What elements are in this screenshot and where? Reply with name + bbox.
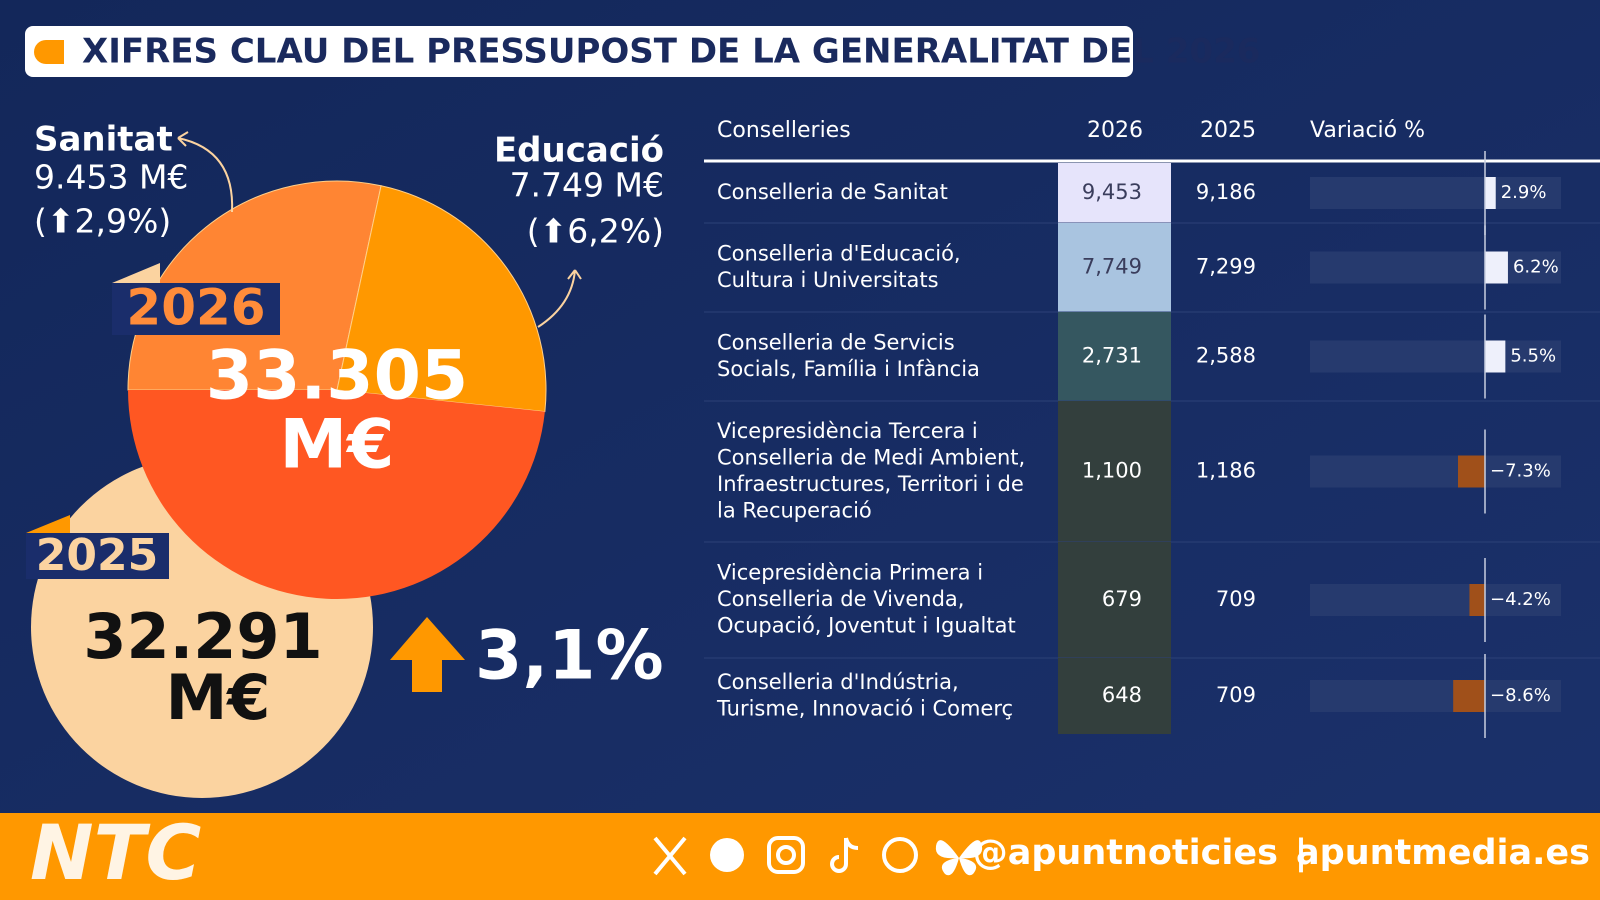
- value-2026: 2,731: [1082, 344, 1142, 368]
- value-2025: 2,588: [1196, 344, 1256, 368]
- unit-2026: M€: [280, 406, 395, 485]
- row-name: Conselleria de Medi Ambient,: [717, 445, 1025, 469]
- callout-arrow: [177, 131, 234, 213]
- row-name: Socials, Família i Infància: [717, 357, 980, 381]
- badge-fold: [112, 263, 160, 283]
- bar-track: [1310, 251, 1561, 284]
- variation-label: 6.2%: [1513, 257, 1559, 278]
- callout-arrow: [537, 269, 582, 328]
- variation-bar: [1485, 177, 1496, 209]
- row-name: Conselleria de Vivenda,: [717, 587, 964, 611]
- title-icon: [34, 40, 64, 64]
- value-2026: 648: [1102, 683, 1142, 707]
- threads-icon: [882, 837, 918, 873]
- row-name: Ocupació, Joventut i Igualtat: [717, 614, 1016, 638]
- variation-bar: [1485, 251, 1508, 284]
- facebook-icon: [710, 838, 744, 872]
- bar-track: [1310, 680, 1561, 712]
- cell-2026: [1058, 312, 1171, 401]
- row-name: Conselleria de Servicis: [717, 330, 955, 354]
- instagram-lens: [776, 845, 796, 865]
- bar-track: [1310, 177, 1561, 209]
- variation-bar: [1485, 340, 1506, 373]
- title-bar: [25, 26, 1133, 77]
- row-name: Conselleria de Sanitat: [717, 180, 948, 204]
- column-header: 2026: [1087, 118, 1143, 143]
- column-header: 2025: [1200, 118, 1256, 143]
- variation-label: −4.2%: [1490, 589, 1551, 610]
- unit-2025: M€: [166, 661, 271, 734]
- website: apuntmedia.es: [1296, 833, 1590, 873]
- cell-2026: [1058, 658, 1171, 734]
- bluesky-icon: [935, 840, 983, 876]
- footer-bar: [0, 813, 1600, 900]
- total-2026: 33.305: [206, 337, 468, 416]
- value-2026: 9,453: [1082, 180, 1142, 204]
- variation-label: −8.6%: [1490, 685, 1551, 706]
- row-name: Cultura i Universitats: [717, 268, 939, 292]
- value-2026: 7,749: [1082, 255, 1142, 279]
- row-name: Conselleria d'Educació,: [717, 241, 961, 265]
- bar-track: [1310, 340, 1561, 373]
- column-header: Conselleries: [717, 118, 851, 143]
- table: Conselleries 2026 2025 Variació % Conselleri…: [704, 118, 1600, 738]
- variation-label: 5.5%: [1510, 346, 1556, 367]
- slice-change: (⬆2,9%): [34, 202, 171, 241]
- value-2025: 1,186: [1196, 459, 1256, 483]
- slice-value: 9.453 M€: [34, 158, 188, 197]
- value-2025: 709: [1216, 587, 1256, 611]
- bar-track: [1310, 584, 1561, 616]
- year-2026: 2026: [126, 279, 265, 337]
- column-header: Variació %: [1310, 118, 1425, 143]
- social-icons: [653, 836, 983, 876]
- value-2025: 709: [1216, 683, 1256, 707]
- year-badge: [112, 283, 280, 335]
- variation-label: −7.3%: [1490, 461, 1551, 482]
- instagram-icon: [767, 836, 805, 874]
- cell-2026: [1058, 401, 1171, 542]
- x-icon: [653, 836, 687, 876]
- variation-label: 2.9%: [1501, 182, 1547, 203]
- slice-change: (⬆6,2%): [527, 212, 664, 251]
- badge-fold: [26, 515, 70, 533]
- value-2025: 9,186: [1196, 180, 1256, 204]
- pie-slice-rest: [128, 390, 545, 600]
- row-name: Vicepresidència Tercera i: [717, 419, 978, 443]
- year-badge: [26, 533, 169, 579]
- row-name: Turisme, Innovació i Comerç: [716, 696, 1013, 720]
- separator: |: [1295, 833, 1308, 873]
- row-name: la Recuperació: [717, 498, 872, 522]
- variation-bar: [1453, 680, 1485, 712]
- social-handle: @apuntnoticies: [973, 833, 1278, 873]
- value-2026: 1,100: [1082, 459, 1142, 483]
- cell-2026: [1058, 163, 1171, 223]
- tiktok-icon: [830, 837, 859, 873]
- variation-bar: [1469, 584, 1485, 616]
- year-2025: 2025: [36, 530, 158, 581]
- pie-slice: [336, 185, 547, 413]
- slice-value: 7.749 M€: [510, 166, 664, 205]
- growth-arrow: [390, 617, 465, 692]
- row-name: Vicepresidència Primera i: [717, 561, 983, 585]
- value-2026: 679: [1102, 587, 1142, 611]
- row-name: Infraestructures, Territori i de: [717, 472, 1024, 496]
- variation-bar: [1457, 455, 1485, 488]
- row-name: Conselleria d'Indústria,: [717, 670, 959, 694]
- cell-2026: [1058, 223, 1171, 312]
- title: XIFRES CLAU DEL PRESSUPOST DE LA GENERAL…: [82, 32, 1260, 72]
- cell-2026: [1058, 542, 1171, 658]
- total-2025: 32.291: [83, 600, 322, 673]
- bar-track: [1310, 455, 1561, 488]
- value-2025: 7,299: [1196, 255, 1256, 279]
- slice-name: Sanitat: [34, 120, 173, 160]
- brand-logo: NTC: [30, 808, 201, 897]
- slice-name: Educació: [494, 131, 664, 171]
- growth-value: 3,1%: [475, 617, 664, 696]
